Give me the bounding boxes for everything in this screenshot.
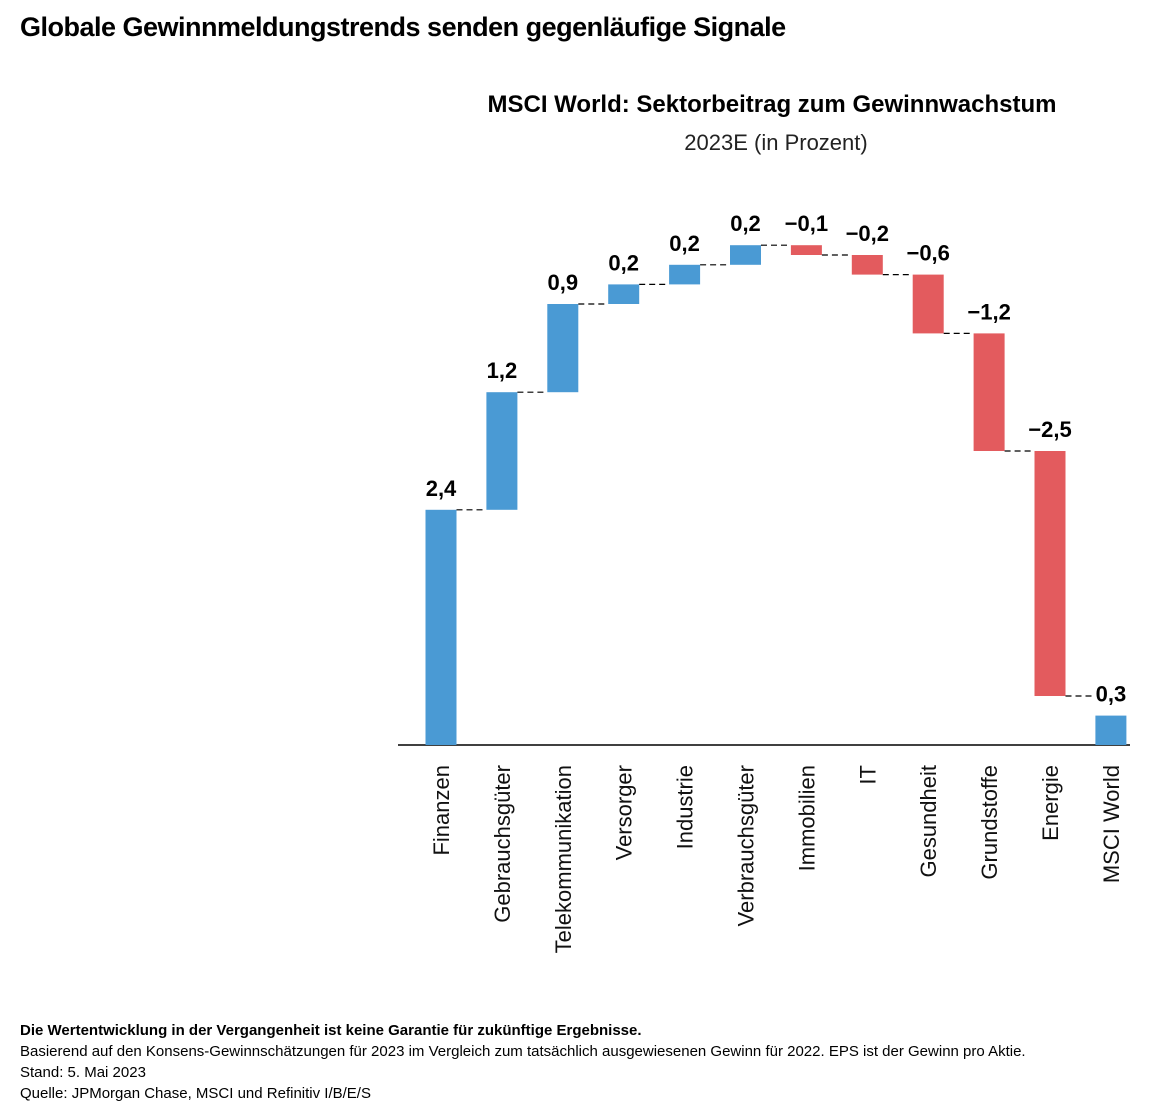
value-label: 0,2 <box>669 231 700 256</box>
value-label: 2,4 <box>426 476 457 501</box>
value-label: 0,2 <box>730 211 761 236</box>
x-tick-label: Finanzen <box>429 765 454 856</box>
value-label: 0,3 <box>1096 682 1127 707</box>
x-tick-label: Verbrauchsgüter <box>734 765 759 926</box>
bar <box>730 245 761 265</box>
value-label: 0,2 <box>608 250 639 275</box>
bar <box>669 264 701 285</box>
value-label: −1,2 <box>967 299 1010 324</box>
chart: MSCI World: Sektorbeitrag zum Gewinnwach… <box>398 91 1130 953</box>
heading: Globale Gewinnmeldungstrends senden gege… <box>20 12 786 42</box>
x-tick-label: Versorger <box>612 765 637 860</box>
x-tick-label: IT <box>855 765 880 785</box>
footnote: Basierend auf den Konsens-Gewinnschätzun… <box>20 1043 1026 1060</box>
x-tick-label: Immobilien <box>794 765 819 871</box>
footnote: Quelle: JPMorgan Chase, MSCI und Refinit… <box>20 1085 371 1102</box>
bar <box>486 392 518 510</box>
x-tick-label: Gebrauchsgüter <box>490 765 515 923</box>
chart-title: MSCI World: Sektorbeitrag zum Gewinnwach… <box>488 91 1057 118</box>
value-label: −0,1 <box>785 211 828 236</box>
bar <box>973 333 1005 451</box>
bar <box>851 255 883 275</box>
value-label: −0,6 <box>906 241 949 266</box>
footnote: Stand: 5. Mai 2023 <box>20 1064 146 1081</box>
x-tick-label: Grundstoffe <box>977 765 1002 880</box>
bar <box>608 284 640 304</box>
value-label: 0,9 <box>548 270 579 295</box>
x-tick-label: Telekommunikation <box>551 765 576 953</box>
bar <box>1034 451 1066 696</box>
bar <box>425 509 457 745</box>
bar <box>790 245 822 255</box>
x-tick-label: Industrie <box>673 765 698 849</box>
x-tick-label: Gesundheit <box>916 765 941 878</box>
chart-subtitle: 2023E (in Prozent) <box>684 130 867 155</box>
bar <box>912 274 944 334</box>
x-tick-label: MSCI World <box>1099 765 1124 883</box>
value-label: 1,2 <box>487 358 518 383</box>
bar <box>547 304 579 393</box>
footnote: Die Wertentwicklung in der Vergangenheit… <box>20 1022 642 1039</box>
value-label: −0,2 <box>846 221 889 246</box>
value-label: −2,5 <box>1028 417 1071 442</box>
bar <box>1095 715 1127 745</box>
x-tick-label: Energie <box>1038 765 1063 841</box>
footnotes: Die Wertentwicklung in der Vergangenheit… <box>20 1020 1026 1104</box>
